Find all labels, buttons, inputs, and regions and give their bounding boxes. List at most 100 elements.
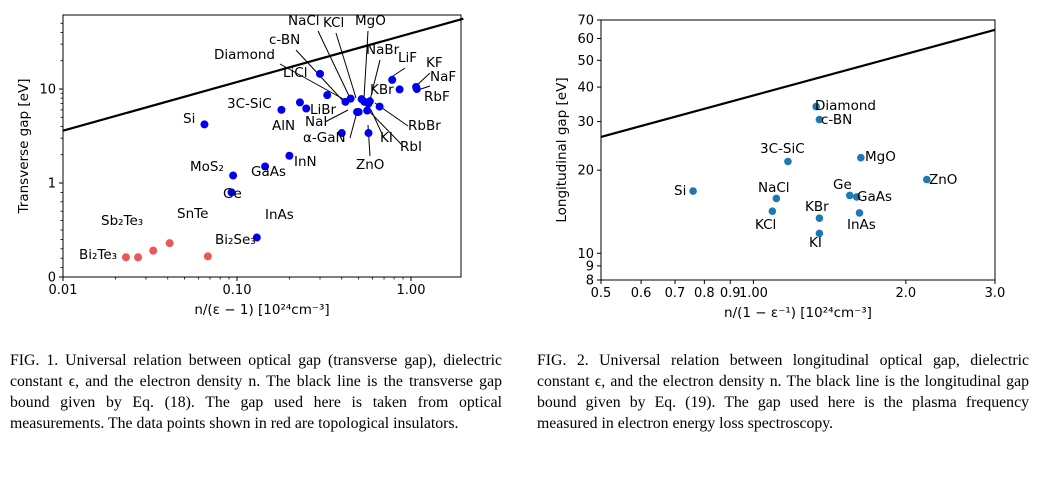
data-point	[277, 105, 286, 114]
point-label: GaAs	[857, 189, 892, 205]
data-point	[375, 102, 384, 111]
x-tick-label: 2.0	[895, 286, 916, 301]
point-label: NaBr	[366, 42, 400, 58]
data-point	[812, 102, 820, 111]
x-tick-label: 0.8	[694, 286, 715, 301]
point-label: InAs	[265, 207, 294, 223]
point-label: InN	[294, 154, 317, 170]
point-label: InAs	[847, 217, 876, 233]
point-label: MgO	[865, 149, 896, 165]
leader-line	[279, 63, 346, 101]
data-point	[302, 104, 311, 113]
data-point	[285, 151, 294, 160]
point-label: LiF	[398, 50, 417, 66]
y-axis-label: Longitudinal gap [eV]	[554, 77, 570, 222]
point-label: KCl	[323, 15, 344, 31]
leader-line	[367, 109, 403, 146]
data-point	[295, 98, 304, 107]
figure-1-caption: FIG. 1. Universal relation between optic…	[10, 352, 502, 432]
x-tick-label: 0.7	[665, 286, 686, 301]
data-point	[857, 153, 865, 162]
point-label: ZnO	[929, 172, 957, 188]
point-label: KI	[380, 130, 393, 146]
y-tick-label: 20	[577, 164, 594, 179]
data-point	[229, 171, 238, 180]
x-tick-label: 3.0	[985, 286, 1006, 301]
point-label: Bi₂Te₃	[79, 247, 117, 263]
axes-frame	[600, 19, 996, 281]
data-point	[388, 75, 397, 84]
point-label: Si	[183, 111, 195, 127]
y-tick-label: 40	[577, 81, 594, 96]
point-label: Bi₂Se₃	[215, 232, 256, 248]
point-label: KBr	[370, 82, 394, 98]
point-label: KF	[426, 55, 443, 71]
y-tick-label: 70	[577, 14, 594, 29]
point-label: Ge	[223, 186, 242, 202]
point-label: AlN	[272, 118, 295, 134]
data-point	[815, 229, 824, 238]
point-label: KBr	[805, 199, 829, 215]
point-label: 3C-SiC	[760, 141, 805, 157]
data-point	[165, 239, 174, 248]
point-label: α-GaN	[303, 130, 346, 146]
data-point	[395, 85, 404, 94]
point-label: Sb₂Te₃	[101, 213, 143, 229]
y-axis-label: Transverse gap [eV]	[16, 79, 32, 215]
data-point	[323, 91, 332, 100]
data-point	[815, 214, 824, 222]
figures-canvas: 0.01 0.10 1.00 0 1 10 n/(ε − 1) [10²⁴cm⁻³] Tran…	[16, 13, 1006, 321]
data-point	[852, 193, 861, 201]
point-label: c-BN	[821, 112, 852, 128]
point-label: Diamond	[214, 47, 275, 63]
x-axis-label: n/(1 − ε⁻¹) [10²⁴cm⁻³]	[724, 305, 872, 321]
data-point	[337, 129, 346, 138]
data-point	[922, 175, 931, 184]
leader-line	[363, 30, 369, 99]
data-point	[772, 194, 781, 203]
data-point	[689, 187, 697, 195]
leader-line	[370, 109, 384, 137]
data-point	[365, 97, 374, 106]
data-point	[354, 107, 363, 116]
point-label: SnTe	[177, 206, 208, 222]
x-tick-label: 0.9	[720, 286, 741, 301]
bound-line	[600, 28, 996, 138]
point-label: KI	[809, 235, 822, 251]
leader-line	[317, 30, 351, 99]
y-tick-label: 60	[577, 32, 594, 47]
point-label: c-BN	[269, 32, 300, 48]
point-label: RbF	[424, 89, 450, 105]
point-label: NaF	[430, 69, 456, 85]
y-tick-label: 10	[577, 247, 594, 262]
y-tick-label: 30	[577, 115, 594, 130]
y-tick-label: 1	[48, 177, 56, 192]
x-tick-label: 0.5	[591, 286, 612, 301]
point-label: KCl	[755, 217, 776, 233]
point-label: LiBr	[310, 102, 337, 118]
point-label: NaCl	[758, 180, 790, 196]
data-point	[845, 191, 854, 200]
data-point	[261, 162, 270, 171]
point-label: ZnO	[356, 157, 384, 173]
point-label: RbBr	[408, 118, 441, 134]
point-label: Si	[674, 183, 686, 199]
data-point	[855, 209, 864, 217]
data-point	[784, 157, 792, 166]
bound-line	[62, 17, 464, 132]
data-point	[200, 120, 209, 129]
leader-line	[349, 111, 358, 139]
y-tick-label: 50	[577, 54, 594, 69]
point-label: LiCl	[283, 65, 307, 81]
x-tick-label: 1.00	[739, 286, 768, 301]
point-label: NaCl	[288, 13, 320, 29]
x-tick-label: 0.01	[49, 283, 78, 298]
axes-frame	[62, 14, 462, 278]
x-axis-label: n/(ε − 1) [10²⁴cm⁻³]	[194, 302, 329, 318]
data-point	[149, 246, 158, 255]
point-label: RbI	[400, 139, 422, 155]
y-tick-label: 10	[39, 83, 56, 98]
data-point	[364, 129, 373, 138]
data-point	[252, 233, 261, 242]
x-tick-label: 0.6	[631, 286, 652, 301]
